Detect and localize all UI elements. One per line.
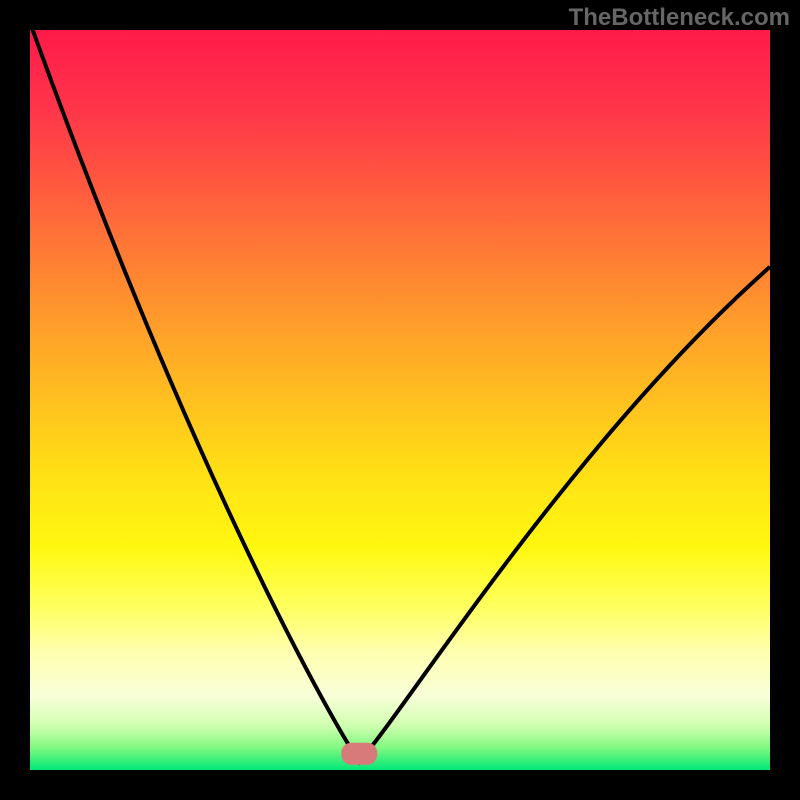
chart-container: TheBottleneck.com bbox=[0, 0, 800, 800]
watermark-text: TheBottleneck.com bbox=[569, 4, 790, 32]
chart-plot-area bbox=[30, 30, 770, 770]
optimal-point-marker bbox=[341, 743, 377, 765]
bottleneck-chart bbox=[0, 0, 800, 800]
